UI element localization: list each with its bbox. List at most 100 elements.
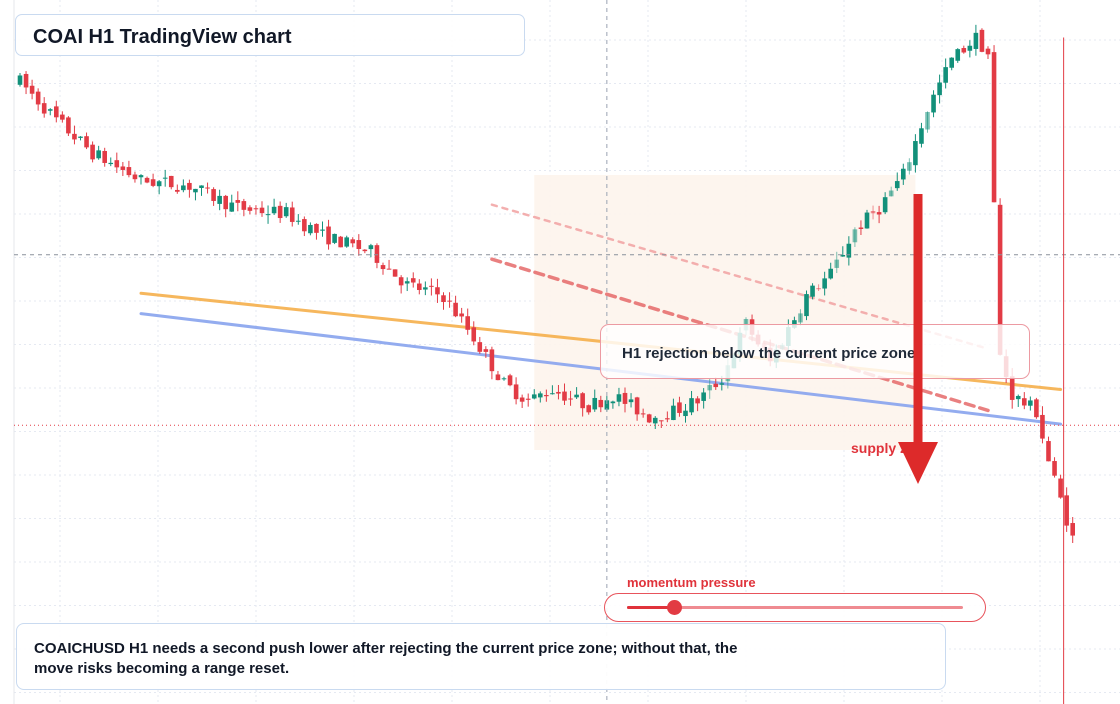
candle-body bbox=[410, 278, 416, 283]
candle-body bbox=[501, 378, 507, 380]
candle-body bbox=[205, 187, 210, 189]
candle-body bbox=[338, 236, 343, 248]
candle-body bbox=[314, 223, 319, 233]
candle-body bbox=[181, 185, 186, 191]
candle-body bbox=[398, 277, 404, 286]
down-arrow-icon bbox=[898, 194, 938, 484]
candle-body bbox=[901, 168, 906, 180]
candle-body bbox=[538, 393, 543, 398]
candle-body bbox=[810, 285, 815, 297]
candle-body bbox=[459, 313, 464, 317]
candle-body bbox=[1058, 478, 1063, 498]
rejection-callout: H1 rejection below the current price zon… bbox=[600, 324, 1030, 379]
candle-body bbox=[84, 136, 89, 148]
candle-body bbox=[332, 233, 337, 243]
candle-body bbox=[277, 205, 283, 219]
candle-body bbox=[907, 162, 912, 171]
candle-body bbox=[580, 393, 585, 409]
candle-body bbox=[689, 398, 694, 413]
candle-body bbox=[132, 174, 138, 180]
candle-body bbox=[531, 394, 537, 399]
candle-body bbox=[1046, 441, 1051, 462]
candle-body bbox=[997, 204, 1003, 355]
candle-body bbox=[870, 211, 876, 214]
candle-body bbox=[1064, 495, 1069, 526]
candle-body bbox=[465, 316, 470, 330]
candle-body bbox=[120, 166, 126, 170]
candle-body bbox=[1052, 461, 1057, 476]
candle-body bbox=[1009, 376, 1015, 400]
candle-body bbox=[96, 150, 101, 159]
candle-body bbox=[404, 281, 410, 284]
candle-body bbox=[556, 391, 561, 394]
candle-body bbox=[798, 313, 803, 323]
candle-body bbox=[126, 167, 132, 176]
candle-body bbox=[320, 229, 325, 231]
candle-body bbox=[265, 214, 271, 216]
candle-body bbox=[187, 182, 192, 190]
candle-body bbox=[150, 179, 156, 186]
candle-body bbox=[646, 414, 652, 423]
candle-body bbox=[162, 177, 168, 179]
candle-body bbox=[544, 395, 549, 397]
momentum-fill bbox=[627, 606, 675, 609]
candle-body bbox=[429, 285, 434, 287]
candle-body bbox=[66, 117, 71, 134]
momentum-slider[interactable] bbox=[604, 593, 986, 622]
candle-body bbox=[683, 410, 688, 417]
candle-body bbox=[72, 133, 77, 140]
candle-body bbox=[913, 141, 918, 166]
candle-body bbox=[156, 181, 162, 187]
candle-body bbox=[489, 349, 495, 372]
candle-body bbox=[302, 219, 307, 232]
candle-body bbox=[447, 300, 452, 302]
candle-body bbox=[634, 397, 640, 415]
candle-body bbox=[138, 175, 144, 178]
candle-body bbox=[441, 295, 446, 303]
candle-body bbox=[1028, 400, 1033, 406]
candle-body bbox=[955, 49, 961, 61]
candle-body bbox=[888, 190, 894, 197]
candle-body bbox=[259, 207, 265, 214]
candle-body bbox=[852, 229, 858, 243]
candle-body bbox=[979, 29, 985, 52]
candle-body bbox=[550, 393, 555, 395]
candle-body bbox=[380, 265, 386, 270]
candle-body bbox=[1022, 398, 1027, 406]
candle-body bbox=[846, 243, 852, 258]
candle-body bbox=[90, 144, 95, 160]
candle-body bbox=[271, 206, 277, 214]
candle-body bbox=[876, 212, 882, 215]
candle-body bbox=[882, 197, 888, 213]
candle-body bbox=[713, 383, 719, 388]
candle-body bbox=[108, 162, 114, 165]
candle-body bbox=[247, 207, 253, 211]
candle-body bbox=[562, 391, 567, 401]
rejection-callout-text: H1 rejection below the current price zon… bbox=[622, 345, 916, 362]
candle-body bbox=[417, 283, 422, 290]
candle-body bbox=[199, 185, 204, 188]
candle-body bbox=[894, 181, 900, 189]
candle-body bbox=[241, 201, 247, 210]
momentum-knob[interactable] bbox=[667, 600, 683, 615]
candle-body bbox=[289, 207, 295, 222]
candle-body bbox=[193, 188, 198, 193]
candle-body bbox=[235, 200, 241, 203]
candle-body bbox=[610, 401, 616, 404]
candle-body bbox=[513, 384, 519, 400]
candle-body bbox=[598, 399, 604, 408]
candle-body bbox=[840, 254, 846, 257]
candle-body bbox=[223, 195, 228, 210]
candle-body bbox=[967, 45, 973, 51]
candle-body bbox=[1040, 414, 1045, 439]
candle-body bbox=[41, 103, 47, 114]
candle-body bbox=[23, 73, 29, 88]
candle-body bbox=[804, 294, 809, 317]
candle-body bbox=[1015, 395, 1021, 400]
candle-body bbox=[628, 399, 634, 403]
candle-body bbox=[864, 212, 870, 229]
candle-body bbox=[622, 392, 628, 404]
analysis-note: COAICHUSD H1 needs a second push lower a… bbox=[34, 640, 738, 677]
candle-body bbox=[54, 106, 59, 118]
candle-body bbox=[1070, 523, 1075, 536]
